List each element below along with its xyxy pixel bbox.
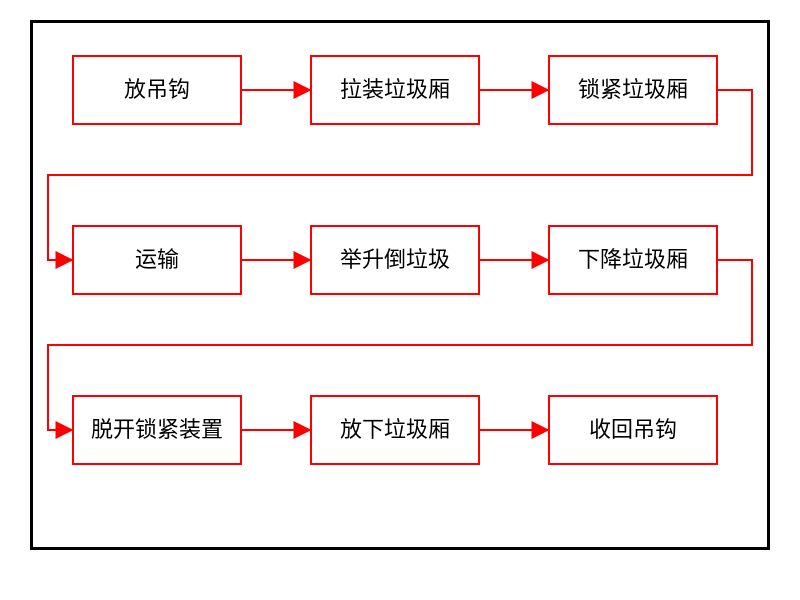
flow-node-n8: 放下垃圾厢 (310, 395, 480, 465)
flow-node-n6: 下降垃圾厢 (548, 225, 718, 295)
flow-node-n2: 拉装垃圾厢 (310, 55, 480, 125)
flow-node-n4: 运输 (72, 225, 242, 295)
flow-node-n5: 举升倒垃圾 (310, 225, 480, 295)
flowchart-canvas: 放吊钩拉装垃圾厢锁紧垃圾厢运输举升倒垃圾下降垃圾厢脱开锁紧装置放下垃圾厢收回吊钩 (0, 0, 800, 600)
flow-node-n1: 放吊钩 (72, 55, 242, 125)
flow-node-n3: 锁紧垃圾厢 (548, 55, 718, 125)
flow-node-n7: 脱开锁紧装置 (72, 395, 242, 465)
flow-node-n9: 收回吊钩 (548, 395, 718, 465)
